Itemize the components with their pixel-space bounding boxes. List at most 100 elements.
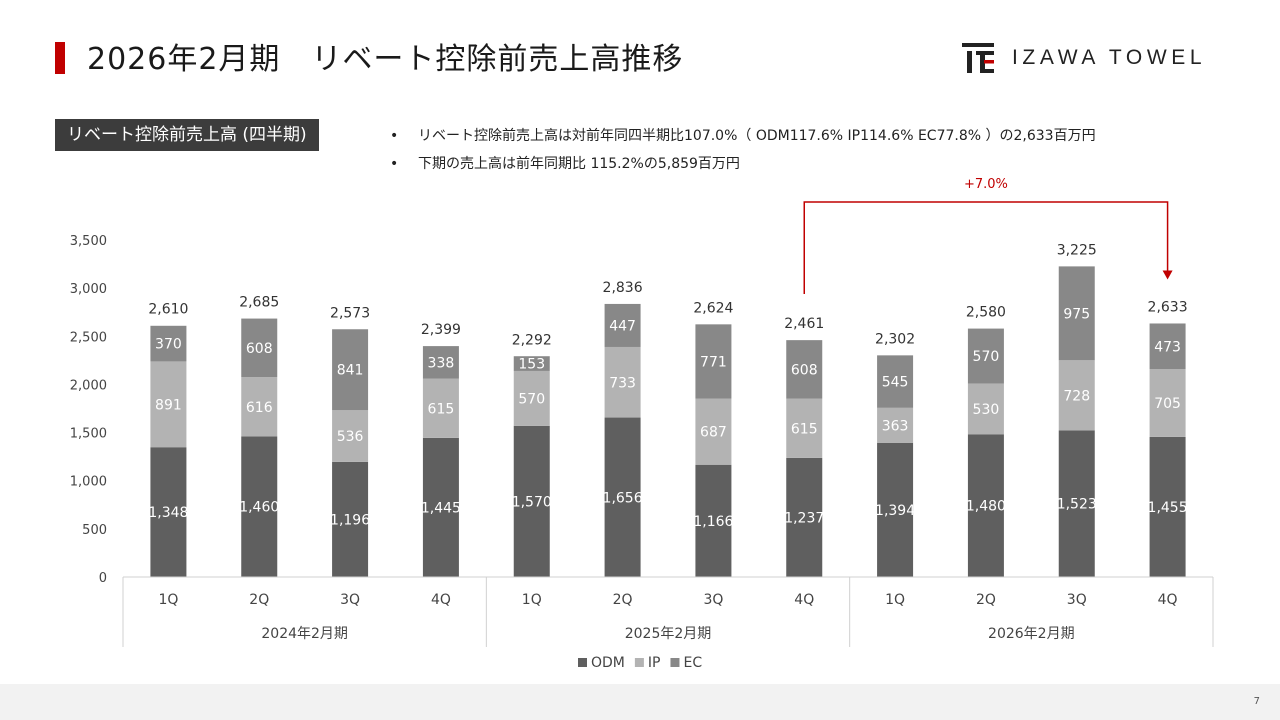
bar-segment-odm [513,425,550,577]
total-label: 2,836 [603,280,643,296]
bar-segment-ec [332,329,369,411]
x-tick-label: 2Q [249,592,269,608]
arrow-head-icon [1162,270,1173,280]
x-tick-label: 2Q [976,592,996,608]
data-label: 1,445 [421,500,461,516]
x-tick-label: 3Q [340,592,360,608]
x-tick-label: 2Q [613,592,633,608]
y-tick-label: 500 [82,523,107,538]
legend-swatch [670,658,680,667]
data-label: 570 [973,349,1000,365]
data-label: 733 [609,375,636,391]
x-tick-label: 4Q [1158,592,1178,608]
data-label: 1,196 [330,512,370,528]
bar-segment-odm [967,434,1004,577]
data-label: 1,523 [1057,497,1097,513]
data-label: 608 [791,362,818,378]
data-label: 728 [1063,388,1090,404]
footer: 7 [0,684,1280,720]
data-label: 1,348 [148,505,188,521]
legend-label: IP [648,655,661,671]
data-label: 705 [1154,396,1181,412]
bullet-marker: • [390,156,399,172]
data-label: 338 [428,355,455,371]
y-tick-label: 0 [99,571,107,586]
bar-segment-ec [695,324,732,399]
data-label: 771 [700,354,727,370]
bar-segment-ip [786,398,823,458]
bullet-item: • 下期の売上高は前年同期比 115.2%の5,859百万円 [390,150,1096,178]
growth-bracket [803,201,1169,295]
data-label: 975 [1063,306,1090,322]
data-label: 1,480 [966,499,1006,515]
bar-segment-odm [241,436,278,577]
data-label: 1,460 [239,500,279,516]
bar-segment-ec [422,346,459,379]
bar-segment-ec [786,340,823,399]
bar-segment-ec [241,318,278,378]
stacked-bar-chart: 0 500 1,000 1,500 2,000 2,500 3,000 3,500 1,348 8… [70,177,1214,671]
data-label: 1,166 [693,514,733,530]
data-label: 891 [155,397,182,413]
logo: IZAWA TOWEL [962,42,1206,74]
data-label: 1,656 [603,490,643,506]
legend-label: ODM [591,655,625,671]
bar-segment-ip [332,410,369,462]
bar-segment-ip [967,383,1004,435]
data-label: 1,570 [512,494,552,510]
data-label: 616 [246,400,273,416]
data-label: 530 [973,402,1000,418]
bar-segment-ec [967,328,1004,384]
group-label: 2025年2月期 [625,626,712,642]
growth-annotation: +7.0% [964,177,1008,192]
x-tick-label: 4Q [794,592,814,608]
bar-segment-ip [422,378,459,438]
y-tick-label: 1,000 [70,475,107,490]
data-label: 1,455 [1148,500,1188,516]
data-label: 447 [609,318,636,334]
data-label: 153 [518,357,545,373]
data-label: 687 [700,425,727,441]
total-label: 2,461 [784,316,824,332]
x-tick-label: 3Q [703,592,723,608]
bar-segment-odm [695,464,732,577]
data-label: 1,237 [784,510,824,526]
total-label: 2,633 [1148,299,1188,315]
bullet-text: リベート控除前売上高は対前年同四半期比107.0%（ ODM117.6% IP1… [418,128,1096,144]
data-label: 363 [882,418,909,434]
bullet-list: • リベート控除前売上高は対前年同四半期比107.0%（ ODM117.6% I… [390,122,1096,178]
title-accent-bar [55,42,65,74]
bar-segment-odm [1149,436,1186,577]
data-label: 841 [337,363,364,379]
bar-segment-ip [604,346,641,418]
y-tick-label: 2,000 [70,378,107,393]
data-label: 615 [791,421,818,437]
total-label: 2,399 [421,322,461,338]
data-label: 615 [428,401,455,417]
data-label: 370 [155,337,182,353]
bar-segment-odm [1058,430,1095,577]
legend-swatch [634,658,644,667]
x-tick-label: 3Q [1067,592,1087,608]
data-label: 570 [518,391,545,407]
x-tick-label: 1Q [522,592,542,608]
izawa-logo-mark-icon [962,43,994,73]
bar-segment-ip [150,361,187,448]
section-label: リベート控除前売上高 (四半期) [55,119,319,151]
bullet-marker: • [390,128,399,144]
total-label: 3,225 [1057,242,1097,258]
bar-segment-ip [1149,369,1186,437]
legend-label: EC [683,655,702,671]
bar-segment-odm [150,447,187,577]
data-label: 608 [246,341,273,357]
data-label: 536 [337,429,364,445]
logo-text: IZAWA TOWEL [1012,46,1207,69]
bar-segment-ec [604,303,641,347]
bar-segment-ip [1058,360,1095,431]
x-tick-label: 1Q [158,592,178,608]
total-label: 2,685 [239,294,279,310]
total-label: 2,292 [512,332,552,348]
total-label: 2,302 [875,331,915,347]
bar-segment-ec [150,325,187,362]
y-tick-label: 1,500 [70,427,107,442]
